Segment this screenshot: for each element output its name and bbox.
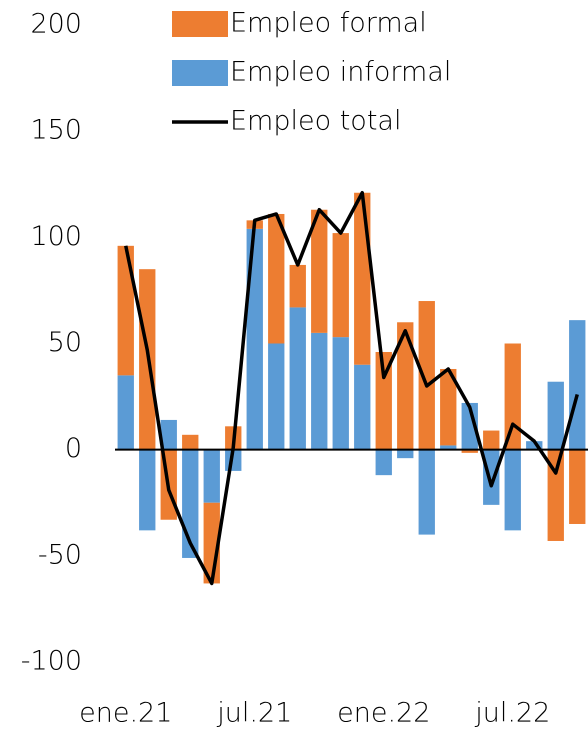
bar [418, 301, 435, 450]
y-tick-label: 200 [30, 9, 82, 40]
y-tick-label: 50 [48, 327, 82, 358]
bar [139, 449, 156, 531]
bar [289, 264, 306, 308]
bar [504, 449, 521, 531]
bar [461, 402, 478, 450]
y-tick-label: -100 [21, 646, 82, 677]
bar [569, 449, 586, 524]
bar [397, 449, 414, 459]
x-tick-label: ene.21 [79, 698, 172, 729]
bar [117, 245, 134, 376]
bar [418, 449, 435, 535]
bar [440, 445, 457, 450]
bar [375, 449, 392, 476]
y-tick-label: 150 [30, 115, 82, 146]
bar [160, 419, 177, 450]
bar [461, 449, 478, 453]
bar [182, 434, 199, 450]
bar [117, 375, 134, 450]
bar [483, 449, 500, 505]
y-tick-label: 100 [30, 221, 82, 252]
legend-label: Empleo informal [230, 57, 451, 88]
legend-swatch [172, 11, 228, 37]
bar [268, 343, 285, 450]
bar [440, 368, 457, 446]
bar [332, 337, 349, 450]
bar [203, 449, 220, 503]
bar [246, 228, 263, 450]
bar [311, 209, 328, 333]
line [124, 190, 579, 586]
bar [268, 213, 285, 344]
y-tick-label: 0 [65, 433, 82, 464]
x-tick-label: jul.22 [474, 698, 550, 729]
bar [569, 320, 586, 450]
bar [397, 322, 414, 450]
bar [547, 381, 564, 450]
legend-swatch [172, 60, 228, 86]
bar [311, 332, 328, 450]
legend-label: Empleo total [230, 106, 401, 137]
bar [504, 343, 521, 450]
bar [354, 364, 371, 450]
bar [289, 307, 306, 450]
legend-label: Empleo formal [230, 8, 427, 39]
bar [354, 192, 371, 365]
bar [547, 449, 564, 541]
bar [332, 233, 349, 338]
bar [375, 351, 392, 450]
y-tick-label: -50 [38, 539, 82, 570]
bar [483, 430, 500, 450]
x-tick-label: jul.21 [216, 698, 292, 729]
bar [526, 441, 543, 450]
x-tick-label: ene.22 [337, 698, 430, 729]
